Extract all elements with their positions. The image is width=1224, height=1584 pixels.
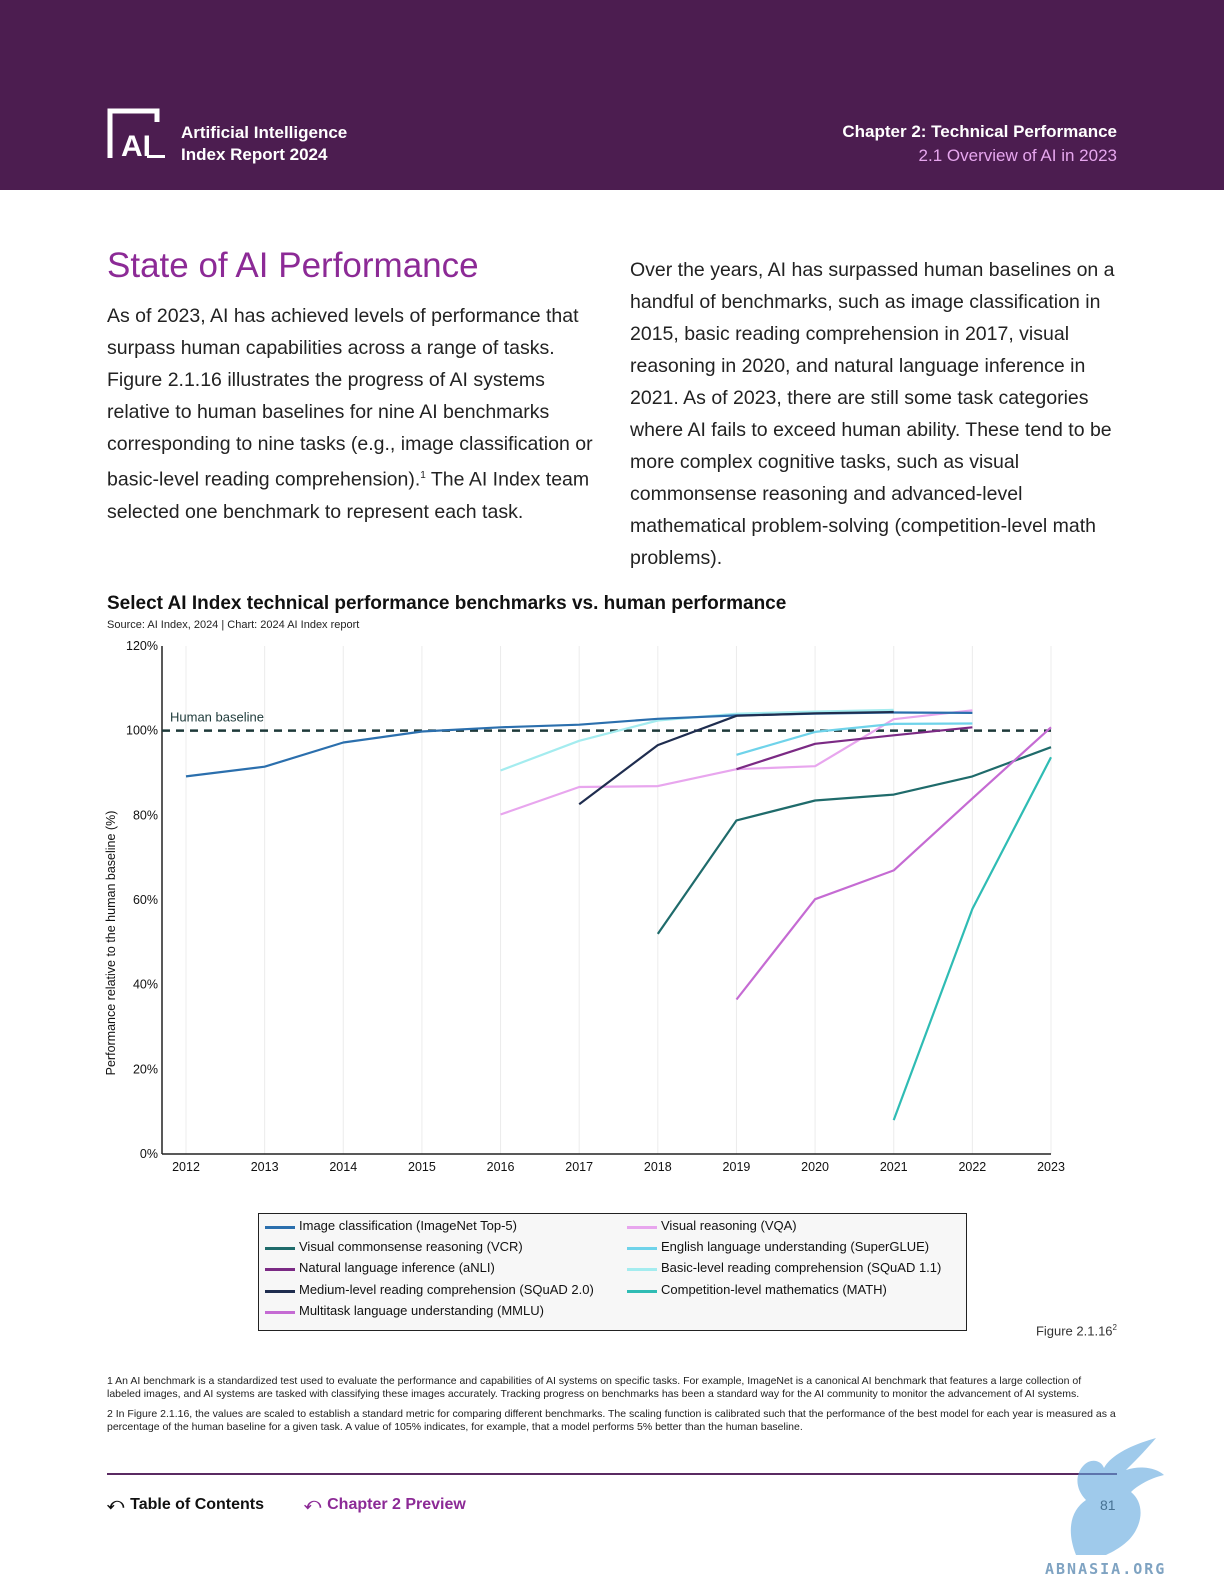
x-tick-label: 2017 bbox=[565, 1160, 593, 1174]
x-tick-label: 2014 bbox=[329, 1160, 357, 1174]
x-tick-label: 2021 bbox=[880, 1160, 908, 1174]
legend-label: Basic-level reading comprehension (SQuAD… bbox=[661, 1260, 942, 1276]
legend-swatch bbox=[627, 1289, 657, 1293]
y-tick-label: 40% bbox=[133, 978, 158, 992]
legend-entry: Natural language inference (aNLI) bbox=[265, 1260, 495, 1276]
legend-swatch bbox=[265, 1226, 295, 1229]
series-line bbox=[736, 726, 973, 771]
x-tick-label: 2022 bbox=[958, 1160, 986, 1174]
human-baseline: Human baseline bbox=[162, 710, 1051, 732]
x-tick-label: 2019 bbox=[723, 1160, 751, 1174]
legend-label: Visual commonsense reasoning (VCR) bbox=[299, 1239, 523, 1255]
series-line bbox=[892, 756, 1052, 1121]
legend-swatch bbox=[627, 1226, 657, 1229]
logo-text: AI bbox=[121, 130, 151, 160]
legend-swatch bbox=[627, 1247, 657, 1251]
x-tick-label: 2015 bbox=[408, 1160, 436, 1174]
page-title: State of AI Performance bbox=[107, 246, 479, 285]
y-axis-label: Performance relative to the human baseli… bbox=[104, 811, 118, 1076]
legend-entry: Visual commonsense reasoning (VCR) bbox=[265, 1239, 523, 1255]
legend-entry: Medium-level reading comprehension (SQuA… bbox=[265, 1281, 594, 1297]
chapter-title: Chapter 2: Technical Performance bbox=[842, 122, 1117, 141]
legend-swatch bbox=[265, 1247, 295, 1251]
footnote-1: 1 An AI benchmark is a standardized test… bbox=[107, 1375, 1082, 1400]
x-tick-label: 2016 bbox=[487, 1160, 515, 1174]
x-tick-label: 2013 bbox=[251, 1160, 279, 1174]
legend-swatch bbox=[265, 1310, 295, 1314]
x-tick-label: 2020 bbox=[801, 1160, 829, 1174]
figure-label-sup: 2 bbox=[1112, 1323, 1117, 1332]
series-line bbox=[656, 746, 1052, 935]
legend-label: Medium-level reading comprehension (SQuA… bbox=[299, 1281, 594, 1297]
legend-label: Image classification (ImageNet Top-5) bbox=[299, 1218, 517, 1233]
series-line bbox=[500, 709, 973, 816]
intro-paragraph-left: As of 2023, AI has achieved levels of pe… bbox=[107, 300, 597, 528]
chapter-preview-label: Chapter 2 Preview bbox=[327, 1496, 466, 1513]
ai-index-logo: AI bbox=[107, 108, 165, 160]
legend-label: English language understanding (SuperGLU… bbox=[661, 1239, 930, 1255]
footnote-2: 2 In Figure 2.1.16, the values are scale… bbox=[107, 1408, 1116, 1433]
footnotes: 1 An AI benchmark is a standardized test… bbox=[107, 1375, 1117, 1441]
human-baseline-label: Human baseline bbox=[170, 710, 264, 725]
figure-label-text: Figure 2.1.16 bbox=[1035, 1323, 1113, 1339]
legend-entry: Basic-level reading comprehension (SQuAD… bbox=[627, 1260, 942, 1276]
chapter-preview-link[interactable]: ⤺ Chapter 2 Preview bbox=[304, 1496, 466, 1514]
chapter-heading: Chapter 2: Technical Performance 2.1 Ove… bbox=[842, 120, 1117, 168]
chart-legend: Image classification (ImageNet Top-5) Vis… bbox=[258, 1213, 967, 1331]
series-line bbox=[736, 722, 973, 756]
table-of-contents-link[interactable]: ⤺ Table of Contents bbox=[107, 1496, 264, 1514]
x-tick-label: 2018 bbox=[644, 1160, 672, 1174]
y-tick-label: 0% bbox=[140, 1147, 158, 1161]
benchmark-line-chart: 2012 2013 2014 2015 2016 2017 2018 2019 2020 2021… bbox=[104, 639, 1065, 1174]
legend-entry: Visual reasoning (VQA) bbox=[627, 1218, 797, 1233]
figure-label: Figure 2.1.162 bbox=[1036, 1323, 1117, 1338]
chart-series bbox=[185, 708, 1052, 1121]
left-paragraph-end: The AI Index team selected one benchmark… bbox=[107, 468, 590, 523]
footer-divider bbox=[107, 1473, 1117, 1475]
legend-label: Multitask language understanding (MMLU) bbox=[299, 1302, 544, 1318]
left-paragraph-text: As of 2023, AI has achieved levels of pe… bbox=[107, 305, 593, 491]
page-header: AI Artificial Intelligence Index Report … bbox=[0, 0, 1224, 190]
y-tick-label: 100% bbox=[126, 724, 158, 738]
legend-label: Competition-level mathematics (MATH) bbox=[661, 1281, 887, 1297]
legend-entry: English language understanding (SuperGLU… bbox=[627, 1239, 930, 1255]
y-tick-label: 80% bbox=[133, 808, 158, 822]
legend-swatch bbox=[627, 1268, 657, 1272]
y-tick-label: 20% bbox=[133, 1062, 158, 1076]
legend-entry: Multitask language understanding (MMLU) bbox=[265, 1302, 544, 1318]
report-brand: Artificial Intelligence Index Report 202… bbox=[181, 122, 347, 166]
chart-title: Select AI Index technical performance be… bbox=[107, 593, 787, 614]
return-arrow-icon: ⤺ bbox=[107, 1496, 125, 1513]
x-tick-label: 2023 bbox=[1037, 1160, 1065, 1174]
series-line bbox=[500, 708, 894, 772]
watermark-text: ABNASIA.ORG bbox=[1045, 1560, 1167, 1578]
legend-label: Natural language inference (aNLI) bbox=[299, 1260, 495, 1276]
section-title: 2.1 Overview of AI in 2023 bbox=[918, 146, 1117, 165]
legend-swatch bbox=[265, 1289, 295, 1293]
return-arrow-icon: ⤺ bbox=[304, 1496, 322, 1513]
legend-entry: Competition-level mathematics (MATH) bbox=[627, 1281, 887, 1297]
legend-entry: Image classification (ImageNet Top-5) bbox=[265, 1218, 517, 1233]
series-line bbox=[735, 726, 1052, 1001]
chart-axes: 2012 2013 2014 2015 2016 2017 2018 2019 2020 2021… bbox=[126, 639, 1065, 1174]
brand-line-1: Artificial Intelligence bbox=[181, 123, 348, 142]
intro-paragraph-right: Over the years, AI has surpassed human b… bbox=[630, 259, 1115, 569]
brand-line-2: Index Report 2024 bbox=[181, 145, 328, 164]
series-line bbox=[578, 710, 894, 806]
toc-label: Table of Contents bbox=[130, 1496, 265, 1513]
y-tick-label: 60% bbox=[133, 893, 158, 907]
x-tick-label: 2012 bbox=[172, 1160, 200, 1174]
griffin-watermark-icon bbox=[1070, 1438, 1164, 1555]
footnote-ref-1[interactable]: 1 bbox=[420, 470, 426, 481]
legend-swatch bbox=[265, 1268, 295, 1272]
chart-source: Source: AI Index, 2024 | Chart: 2024 AI … bbox=[107, 619, 360, 631]
y-tick-label: 120% bbox=[126, 639, 158, 653]
legend-label: Visual reasoning (VQA) bbox=[661, 1218, 797, 1233]
